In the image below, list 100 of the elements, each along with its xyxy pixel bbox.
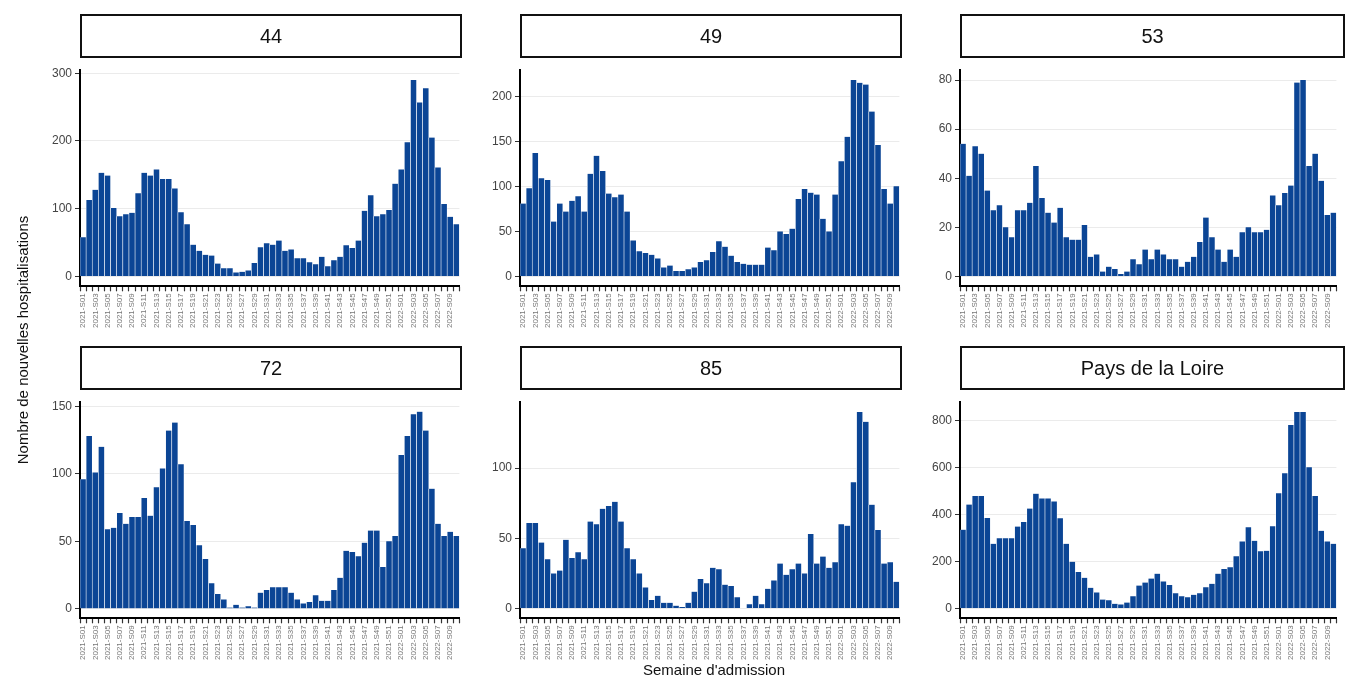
x-tick-label: 2022-S09 — [1322, 292, 1332, 329]
y-tick-label: 0 — [505, 600, 513, 615]
x-tick-label: 2021-S49 — [812, 292, 821, 329]
chart-title: 44 — [80, 14, 462, 58]
x-tick-label: 2021-S33 — [274, 292, 284, 329]
x-tick-label: 2021-S39 — [310, 624, 320, 661]
x-tick-label: 2022-S09 — [885, 292, 895, 329]
x-tick-label: 2021-S45 — [347, 624, 357, 661]
x-tick-label: 2021-S51 — [384, 292, 394, 329]
x-tick-label: 2021-S03 — [90, 292, 100, 329]
x-tick-label: 2021-S35 — [726, 624, 736, 661]
x-tick-label: 2022-S03 — [408, 624, 418, 661]
x-tick-label: 2021-S51 — [824, 624, 834, 661]
x-tick-label: 2021-S31 — [1140, 292, 1150, 329]
x-tick-label: 2022-S03 — [848, 624, 858, 661]
x-tick-label: 2021-S37 — [738, 292, 748, 329]
chart-title: Pays de la Loire — [960, 346, 1345, 390]
x-tick-label: 2021-S19 — [1067, 624, 1077, 661]
x-tick-label: 2021-S13 — [151, 624, 161, 661]
x-tick-label: 2021-S21 — [640, 624, 650, 661]
x-tick-label: 2021-S41 — [763, 292, 773, 329]
x-tick-label: 2021-S47 — [359, 624, 369, 661]
x-tick-label: 2021-S09 — [1006, 292, 1016, 329]
x-tick-label: 2021-S43 — [775, 292, 785, 329]
x-tick-label: 2021-S11 — [139, 292, 149, 328]
x-tick-label: 2021-S51 — [384, 624, 394, 661]
y-tick-label: 400 — [931, 506, 953, 521]
x-tick-label: 2021-S43 — [335, 624, 345, 661]
x-tick-label: 2021-S47 — [799, 292, 809, 329]
x-tick-label: 2022-S09 — [1322, 624, 1332, 661]
x-tick-label: 2021-S25 — [1103, 624, 1113, 661]
x-tick-label: 2021-S17 — [616, 624, 626, 661]
x-tick-label: 2021-S29 — [689, 292, 699, 329]
x-tick-label: 2021-S27 — [1116, 624, 1126, 661]
x-tick-label: 2022-S01 — [836, 292, 846, 329]
x-tick-label: 2021-S17 — [1055, 292, 1065, 329]
x-tick-label: 2021-S51 — [824, 292, 834, 329]
x-tick-label: 2021-S03 — [970, 624, 980, 661]
y-tick-label: 200 — [931, 553, 953, 568]
x-tick-label: 2021-S45 — [347, 292, 357, 329]
x-tick-label: 2021-S45 — [787, 624, 797, 661]
x-tick-label: 2021-S01 — [958, 292, 968, 329]
y-tick-label: 0 — [505, 268, 513, 283]
y-tick-label: 150 — [491, 133, 513, 148]
x-tick-label: 2021-S47 — [1237, 624, 1247, 661]
x-tick-label: 2021-S31 — [701, 292, 711, 329]
x-tick-label: 2021-S23 — [1091, 624, 1101, 661]
x-tick-label: 2021-S37 — [298, 624, 308, 661]
chart-title: 53 — [960, 14, 1345, 58]
x-tick-label: 2021-S49 — [372, 292, 381, 329]
x-tick-label: 2021-S05 — [542, 292, 552, 329]
x-tick-label: 2021-S51 — [1261, 292, 1271, 329]
x-tick-label: 2021-S15 — [603, 292, 613, 329]
x-tick-label: 2021-S15 — [1043, 624, 1053, 661]
x-tick-label: 2021-S39 — [750, 292, 760, 329]
x-tick-label: 2021-S19 — [188, 624, 198, 661]
x-tick-label: 2021-S29 — [689, 624, 699, 661]
x-tick-label: 2021-S51 — [1261, 624, 1271, 661]
x-tick-label: 2021-S31 — [261, 292, 271, 329]
x-tick-label: 2021-S29 — [1128, 624, 1138, 661]
x-tick-label: 2021-S31 — [701, 624, 711, 661]
x-tick-label: 2021-S41 — [1201, 624, 1211, 661]
x-tick-label: 2021-S33 — [274, 624, 284, 661]
x-tick-label: 2022-S07 — [1310, 624, 1320, 661]
x-tick-label: 2021-S05 — [542, 624, 552, 661]
x-tick-label: 2021-S19 — [628, 624, 638, 661]
x-tick-label: 2021-S13 — [1031, 624, 1041, 661]
x-tick-label: 2021-S43 — [1213, 292, 1223, 329]
y-tick-label: 800 — [931, 412, 953, 427]
x-tick-label: 2021-S09 — [127, 624, 137, 661]
x-tick-label: 2021-S49 — [372, 624, 381, 661]
x-tick-label: 2021-S09 — [567, 624, 577, 661]
x-tick-label: 2021-S37 — [1176, 624, 1186, 661]
y-tick-label: 0 — [945, 268, 953, 283]
y-tick-label: 60 — [938, 121, 953, 136]
x-tick-label: 2022-S03 — [1286, 624, 1296, 661]
x-tick-label: 2021-S31 — [261, 624, 271, 661]
x-tick-label: 2021-S11 — [1018, 624, 1028, 660]
y-tick-label: 200 — [491, 88, 513, 103]
y-tick-label: 0 — [65, 601, 73, 616]
x-tick-label: 2021-S29 — [1128, 292, 1138, 329]
x-tick-label: 2021-S23 — [652, 292, 662, 329]
x-tick-label: 2021-S47 — [359, 292, 369, 329]
x-tick-label: 2021-S03 — [530, 292, 540, 329]
x-tick-label: 2021-S11 — [139, 624, 149, 660]
x-tick-label: 2021-S47 — [1237, 292, 1247, 329]
x-tick-label: 2021-S39 — [1188, 624, 1198, 661]
x-tick-label: 2021-S07 — [554, 624, 564, 661]
y-tick-label: 0 — [65, 268, 73, 283]
x-tick-label: 2021-S49 — [1249, 624, 1259, 661]
x-tick-label: 2021-S41 — [323, 292, 333, 329]
x-tick-label: 2022-S09 — [445, 624, 455, 661]
x-tick-label: 2021-S17 — [616, 292, 626, 329]
y-tick-label: 200 — [51, 133, 73, 148]
x-tick-label: 2021-S45 — [1225, 624, 1235, 661]
x-tick-label: 2021-S41 — [323, 624, 333, 661]
x-tick-label: 2021-S17 — [176, 292, 186, 329]
x-tick-label: 2022-S09 — [445, 292, 455, 329]
x-tick-label: 2021-S05 — [982, 292, 992, 329]
y-tick-label: 600 — [931, 459, 953, 474]
